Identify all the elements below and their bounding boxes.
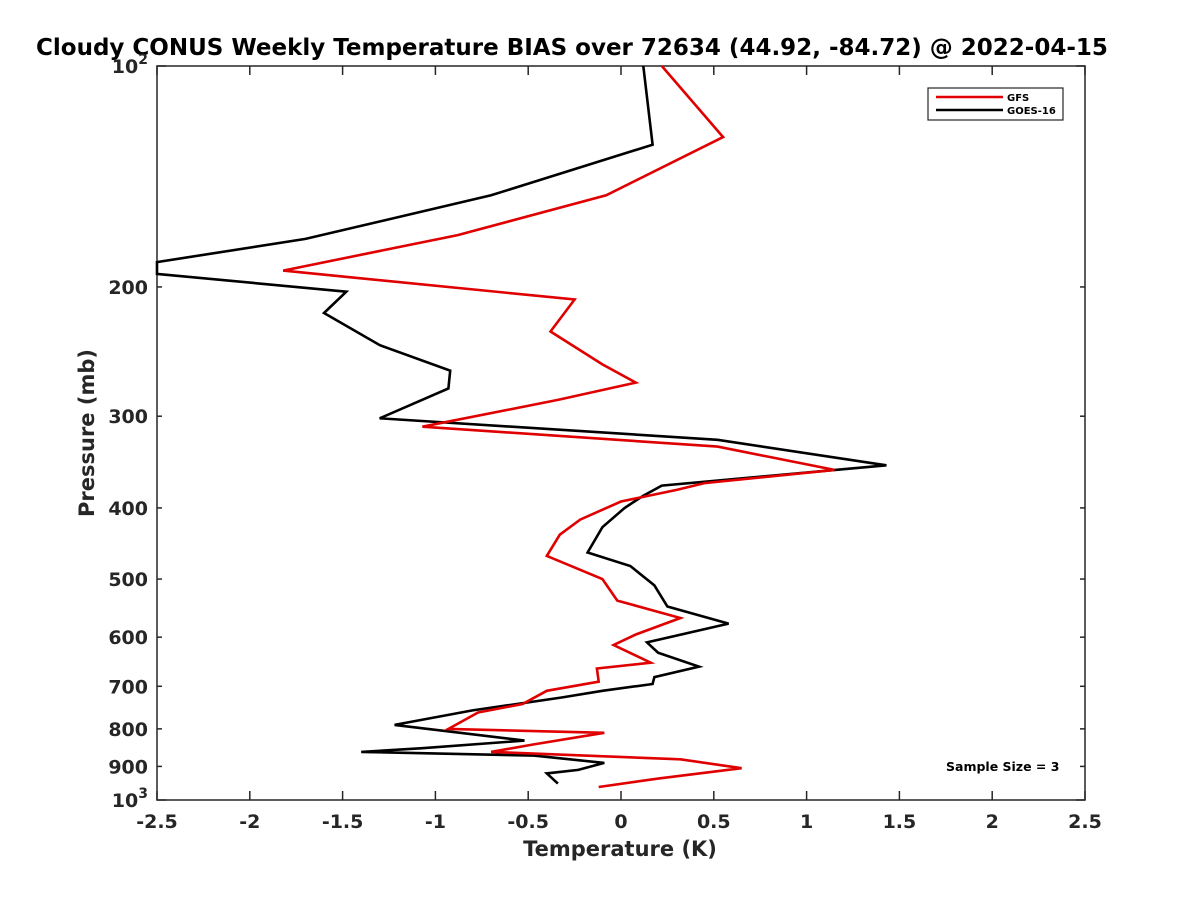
x-tick-label: 0.5 xyxy=(697,811,731,833)
y-axis-label: Pressure (mb) xyxy=(75,349,99,517)
x-tick-label: -1.5 xyxy=(322,811,364,833)
series-layer xyxy=(155,65,887,789)
series-line-goes-16 xyxy=(155,65,887,785)
legend-box xyxy=(927,87,1064,121)
series-line-gfs xyxy=(282,65,835,789)
x-tick-label: 0 xyxy=(614,811,627,833)
legend: GFS GOES-16 xyxy=(927,87,1064,121)
legend-label: GOES-16 xyxy=(1007,106,1056,117)
x-tick-label: 2 xyxy=(986,811,999,833)
x-tick-label: -1 xyxy=(425,811,446,833)
x-axis-label: Temperature (K) xyxy=(523,837,717,861)
x-tick-label: -2.5 xyxy=(136,811,178,833)
y-tick-label: 600 xyxy=(108,627,148,649)
x-tick-label: -2 xyxy=(239,811,260,833)
y-tick-label: 200 xyxy=(108,277,148,299)
sample-size-annotation: Sample Size = 3 xyxy=(946,759,1059,774)
x-tick-label: 1.5 xyxy=(883,811,917,833)
chart-title: Cloudy CONUS Weekly Temperature BIAS ove… xyxy=(36,35,1108,61)
y-tick-label: 800 xyxy=(108,719,148,741)
y-tick-label: 900 xyxy=(108,756,148,778)
y-tick-label: 102 xyxy=(112,52,148,78)
x-tick-label: -0.5 xyxy=(507,811,549,833)
y-tick-label: 700 xyxy=(108,676,148,698)
x-tick-label: 1 xyxy=(800,811,813,833)
y-tick-label: 103 xyxy=(112,786,148,812)
y-tick-label: 500 xyxy=(108,569,148,591)
x-tick-label: 2.5 xyxy=(1068,811,1102,833)
legend-label: GFS xyxy=(1007,93,1029,104)
y-tick-label: 400 xyxy=(108,498,148,520)
x-axis: -2.5 -2 -1.5 -1 -0.5 0 0.5 1 1.5 2 2.5 xyxy=(136,66,1102,833)
y-tick-label: 300 xyxy=(108,406,148,428)
y-axis: 102 200 300 400 500 600 700 800 900 103 xyxy=(108,52,1085,812)
